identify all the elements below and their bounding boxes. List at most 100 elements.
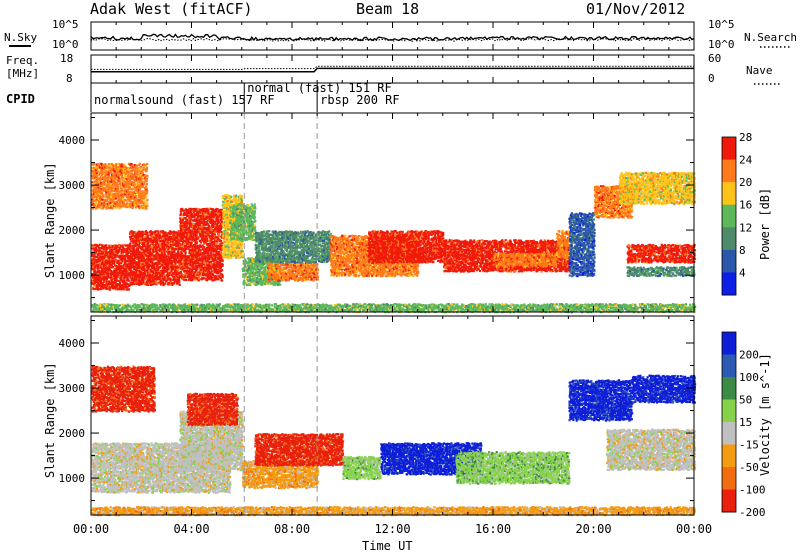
echo-cell [118,283,121,286]
echo-cell [96,266,99,270]
echo-cell [142,279,145,282]
echo-cell [105,194,108,197]
echo-cell [210,252,213,255]
echo-cell [98,250,102,253]
echo-cell [240,219,243,222]
echo-cell [181,265,184,268]
echo-cell [179,254,182,257]
echo-cell [169,246,172,249]
echo-cell [101,167,104,170]
echo-cell [217,218,220,221]
echo-cell [110,250,113,253]
echo-cell [98,243,101,246]
echo-cell [146,198,149,201]
echo-cell [141,267,144,271]
echo-cell [181,243,184,246]
echo-cell [141,185,144,188]
echo-cell [184,251,187,254]
echo-cell [134,269,137,272]
echo-cell [164,260,167,263]
echo-cell [122,252,125,255]
echo-cell [124,249,127,252]
echo-cell [150,240,153,243]
echo-cell [122,196,125,199]
echo-cell [211,279,214,282]
echo-cell [129,267,132,270]
echo-cell [96,244,100,247]
echo-cell [218,232,221,236]
echo-cell [120,266,123,270]
echo-cell [209,244,212,247]
echo-cell [143,231,146,234]
echo-cell [140,279,143,282]
echo-cell [150,230,153,233]
echo-cell [92,268,95,271]
echo-cell [91,286,95,289]
echo-cell [161,261,164,264]
echo-cell [181,225,184,228]
echo-cell [92,253,95,256]
echo-cell [129,283,132,286]
echo-cell [117,259,120,262]
echo-cell [158,266,162,269]
echo-cell [241,254,244,257]
freq-label-line2: [MHz] [6,67,39,80]
echo-cell [161,242,164,245]
echo-cell [118,273,121,276]
echo-cell [146,280,149,283]
echo-cell [169,230,172,233]
echo-cell [151,256,154,259]
echo-cell [178,272,181,275]
echo-cell [109,251,112,254]
echo-cell [157,272,160,275]
echo-cell [102,271,105,274]
echo-cell [135,271,138,274]
echo-cell [257,263,260,266]
echo-cell [95,247,98,250]
echo-cell [155,255,158,258]
echo-cell [162,240,165,243]
echo-cell [129,249,132,253]
echo-cell [180,228,183,232]
echo-cell [130,266,134,269]
echo-cell [161,230,165,233]
echo-cell [122,201,125,204]
echo-cell [167,282,170,285]
echo-cell [145,243,148,246]
echo-cell [163,241,166,244]
echo-cell [138,262,141,265]
radar-title: Adak West (fitACF) [90,0,253,18]
echo-cell [137,248,140,251]
echo-cell [152,263,155,266]
echo-cell [170,261,174,264]
noise-left-tick-bottom: 10^0 [52,38,79,51]
echo-cell [175,252,178,255]
echo-cell [137,246,140,249]
echo-cell [138,265,141,268]
echo-cell [177,269,180,272]
echo-cell [172,260,175,263]
echo-cell [133,235,136,238]
echo-cell [101,283,104,286]
echo-cell [160,283,163,286]
echo-cell [178,280,181,283]
echo-cell [96,280,99,283]
echo-cell [143,253,146,257]
echo-cell [181,253,184,256]
echo-cell [133,279,136,282]
echo-cell [119,284,122,287]
echo-cell [162,272,165,275]
echo-cell [179,208,183,211]
echo-cell [108,265,111,268]
echo-cell [106,257,109,261]
echo-cell [173,265,176,268]
echo-cell [111,286,114,289]
echo-cell [108,272,111,275]
echo-cell [129,274,133,277]
echo-cell [154,240,157,243]
echo-cell [119,265,123,268]
echo-cell [118,265,121,268]
echo-cell [136,282,139,285]
echo-cell [219,250,223,254]
echo-cell [161,248,164,251]
